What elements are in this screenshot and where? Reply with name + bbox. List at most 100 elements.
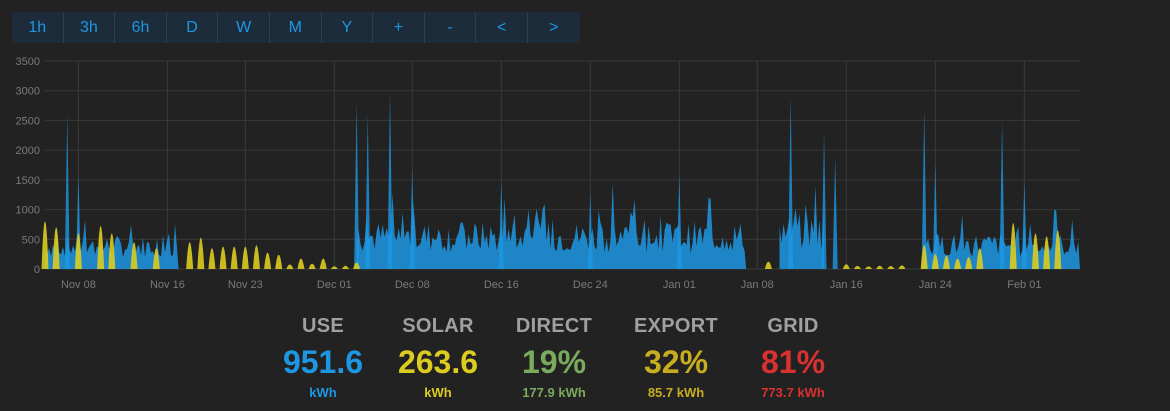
solar-spike (308, 263, 316, 269)
grid-stat: GRID 81% 773.7 kWh (761, 310, 825, 402)
y-tick-label: 1500 (16, 175, 40, 187)
solar-spike (865, 266, 873, 269)
use-peak (788, 96, 794, 270)
solar-spike (108, 233, 116, 269)
solar-spike (842, 264, 850, 269)
zoom-in-button[interactable]: + (373, 12, 425, 43)
solar-spike (965, 257, 973, 269)
range-6h-button[interactable]: 6h (115, 12, 167, 43)
use-area (356, 183, 747, 269)
x-tick-label: Jan 01 (663, 279, 696, 291)
solar-spike (1054, 230, 1062, 269)
use-value: 951.6 (282, 344, 364, 380)
y-tick-label: 1000 (16, 205, 40, 217)
use-peak (409, 167, 415, 269)
time-range-toolbar: 1h 3h 6h D W M Y + - < > (12, 12, 580, 43)
solar-spike (341, 265, 349, 269)
solar-spike (197, 237, 205, 269)
use-peak (64, 114, 70, 269)
solar-spike (219, 246, 227, 269)
range-1h-button[interactable]: 1h (12, 12, 64, 43)
use-peak (587, 191, 593, 269)
use-unit: kWh (309, 385, 337, 400)
export-value: 32% (643, 344, 709, 380)
x-tick-label: Jan 24 (919, 279, 952, 291)
use-peak (832, 156, 838, 269)
use-stat: USE 951.6 kWh (283, 310, 363, 402)
solar-spike (186, 242, 194, 269)
range-day-button[interactable]: D (167, 12, 219, 43)
solar-spike (97, 225, 105, 269)
y-tick-label: 2000 (16, 145, 40, 157)
solar-spike (252, 245, 260, 269)
y-tick-label: 2500 (16, 115, 40, 127)
grid-unit: 773.7 kWh (761, 385, 825, 400)
solar-spike (887, 266, 895, 269)
direct-value: 19% (521, 344, 587, 380)
range-year-button[interactable]: Y (322, 12, 374, 43)
solar-spike (954, 258, 962, 269)
solar-spike (297, 258, 305, 269)
export-stat: EXPORT 32% 85.7 kWh (634, 310, 718, 402)
solar-spike (74, 233, 82, 269)
solar-spike (920, 245, 928, 269)
x-tick-label: Feb 01 (1007, 279, 1041, 291)
direct-unit: 177.9 kWh (522, 385, 586, 400)
x-tick-label: Dec 01 (317, 279, 352, 291)
export-label: EXPORT (633, 315, 719, 337)
use-peak (354, 102, 360, 269)
export-unit: 85.7 kWh (647, 385, 705, 400)
x-tick-label: Nov 16 (150, 279, 185, 291)
solar-spike (976, 248, 984, 269)
use-peak (1021, 179, 1027, 269)
use-peak (365, 114, 371, 269)
pan-right-button[interactable]: > (549, 19, 559, 36)
solar-spike (52, 227, 60, 269)
pan-left-button[interactable]: < (476, 12, 528, 43)
use-peak (676, 173, 682, 269)
summary-stats: USE 951.6 kWh SOLAR 263.6 kWh DIRECT 19%… (0, 310, 1170, 411)
x-tick-label: Dec 24 (573, 279, 608, 291)
x-tick-label: Jan 16 (830, 279, 863, 291)
solar-spike (230, 246, 238, 269)
solar-spike (1043, 236, 1051, 269)
solar-spike (898, 265, 906, 269)
solar-spike (208, 248, 216, 269)
direct-label: DIRECT (515, 315, 593, 337)
solar-spike (942, 255, 950, 269)
solar-spike (264, 252, 272, 269)
x-tick-label: Dec 08 (395, 279, 430, 291)
solar-spike (330, 266, 338, 269)
power-chart[interactable]: 0 500 1000 1500 2000 2500 3000 3500 Nov 08 Nov 16… (0, 50, 1170, 300)
use-peak (498, 179, 504, 269)
solar-value: 263.6 (397, 344, 479, 380)
range-3h-button[interactable]: 3h (64, 12, 116, 43)
y-tick-label: 3000 (16, 86, 40, 98)
solar-spike (1031, 233, 1039, 269)
y-tick-label: 3500 (16, 56, 40, 68)
x-tick-label: Nov 08 (61, 279, 96, 291)
solar-spike (931, 254, 939, 269)
solar-spike (1009, 222, 1017, 269)
solar-spike (275, 254, 283, 269)
use-peak (921, 108, 927, 269)
x-tick-label: Dec 16 (484, 279, 519, 291)
x-tick-label: Jan 08 (741, 279, 774, 291)
solar-spike (130, 242, 138, 269)
grid-value: 81% (760, 344, 826, 380)
x-tick-label: Nov 23 (228, 279, 263, 291)
solar-unit: kWh (424, 385, 452, 400)
solar-spike (853, 266, 861, 269)
use-label: USE (301, 315, 345, 337)
solar-spike (152, 248, 160, 269)
use-peak (932, 162, 938, 269)
range-month-button[interactable]: M (270, 12, 322, 43)
use-peak (387, 90, 393, 269)
solar-spike (876, 265, 884, 269)
use-peak (999, 120, 1005, 269)
zoom-out-button[interactable]: - (425, 12, 477, 43)
solar-label: SOLAR (402, 315, 474, 337)
y-tick-label: 0 (34, 264, 40, 276)
use-peak (821, 132, 827, 269)
range-week-button[interactable]: W (218, 12, 270, 43)
